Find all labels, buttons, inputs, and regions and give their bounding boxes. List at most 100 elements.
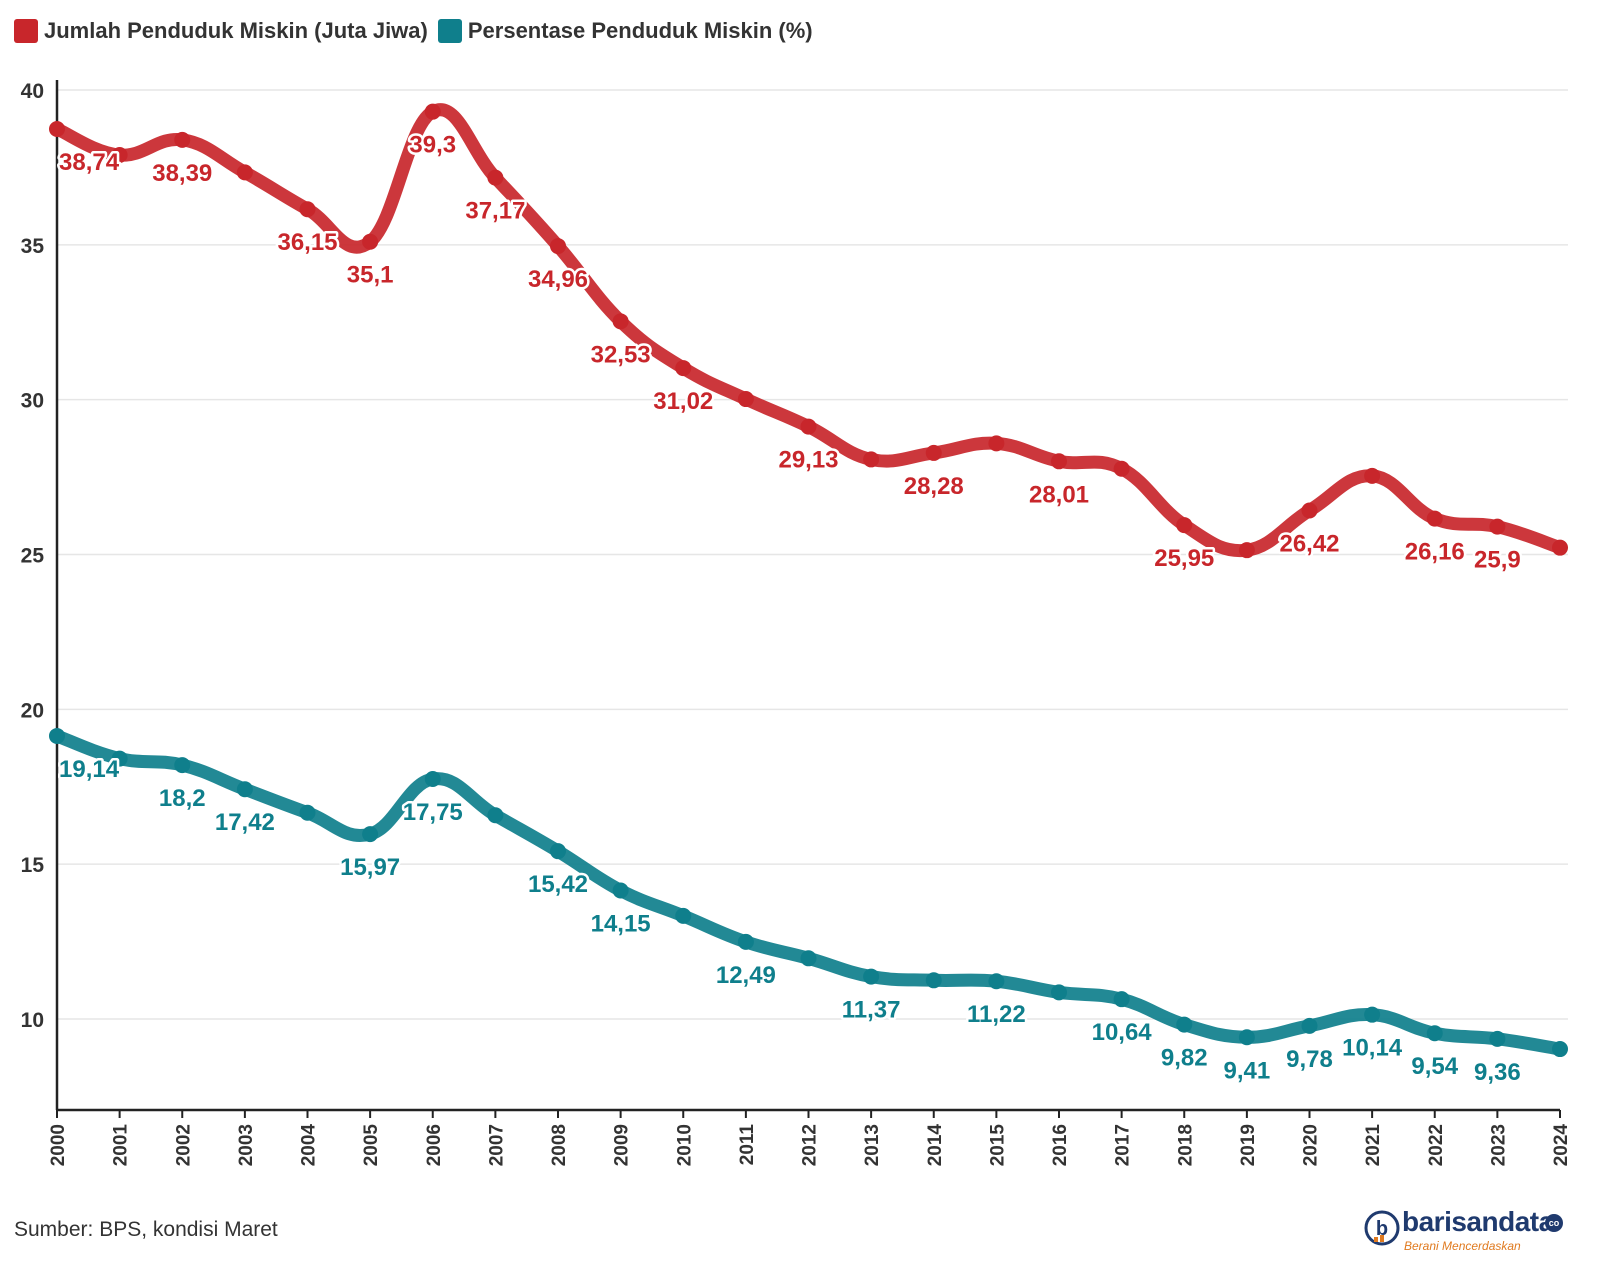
data-point-1-2003 — [236, 164, 253, 181]
legend-label-series2: Persentase Penduduk Miskin (%) — [467, 18, 813, 43]
data-point-2-2001 — [111, 750, 128, 767]
data-point-1-2000 — [49, 121, 65, 138]
data-label-2-2015: 11,22 — [967, 1001, 1026, 1028]
data-label-2-2020: 9,78 — [1286, 1046, 1333, 1073]
data-point-1-2002 — [174, 131, 191, 148]
data-label-1-2008: 34,96 — [528, 266, 588, 293]
x-tick-label-2019: 2019 — [1238, 1124, 1259, 1166]
data-point-1-2016 — [1051, 453, 1067, 470]
data-point-2-2016 — [1051, 984, 1067, 1001]
data-point-2-2020 — [1301, 1017, 1318, 1034]
data-label-2-2006: 17,75 — [403, 799, 463, 826]
legend-label-series1: Jumlah Penduduk Miskin (Juta Jiwa) — [44, 18, 428, 43]
data-point-2-2019 — [1238, 1029, 1255, 1046]
data-point-2-2008 — [550, 843, 566, 860]
data-point-1-2022 — [1426, 510, 1443, 527]
data-point-2-2017 — [1113, 991, 1130, 1008]
data-point-2-2004 — [299, 804, 316, 821]
x-tick-label-2005: 2005 — [361, 1124, 382, 1167]
data-point-1-2019 — [1238, 542, 1255, 559]
data-point-2-2024 — [1552, 1041, 1568, 1058]
data-label-2-2000: 19,14 — [59, 756, 120, 783]
svg-text:b: b — [1376, 1218, 1388, 1240]
data-label-2-2022: 9,54 — [1411, 1053, 1458, 1080]
data-point-2-2021 — [1364, 1006, 1381, 1023]
data-point-2-2007 — [487, 807, 504, 824]
logo-icon: b — [1364, 1210, 1400, 1246]
data-point-2-2012 — [800, 950, 817, 967]
data-label-2-2008: 15,42 — [528, 871, 588, 898]
x-tick-label-2006: 2006 — [424, 1124, 445, 1166]
x-tick-label-2008: 2008 — [549, 1124, 570, 1166]
legend-item-series2: Persentase Penduduk Miskin (%) — [437, 18, 813, 44]
y-tick-label-10: 10 — [21, 1009, 44, 1032]
data-point-1-2009 — [612, 313, 629, 330]
data-label-1-2018: 25,95 — [1154, 545, 1214, 572]
x-tick-label-2007: 2007 — [486, 1124, 507, 1166]
x-tick-label-2014: 2014 — [925, 1124, 946, 1167]
x-tick-label-2012: 2012 — [800, 1124, 821, 1166]
data-point-2-2018 — [1176, 1016, 1193, 1033]
x-tick-label-2010: 2010 — [674, 1124, 695, 1166]
data-label-1-2010: 31,02 — [653, 388, 713, 415]
x-tick-label-2002: 2002 — [173, 1124, 194, 1166]
data-label-1-2006: 39,3 — [409, 132, 456, 159]
data-label-2-2018: 9,82 — [1161, 1045, 1208, 1072]
data-label-2-2023: 9,36 — [1474, 1059, 1521, 1086]
x-tick-label-2016: 2016 — [1050, 1124, 1071, 1166]
data-point-2-2013 — [863, 968, 880, 985]
x-tick-label-2020: 2020 — [1301, 1124, 1322, 1166]
y-tick-label-15: 15 — [21, 854, 45, 877]
x-tick-label-2001: 2001 — [111, 1124, 132, 1167]
data-label-1-2020: 26,42 — [1279, 531, 1339, 558]
legend: Jumlah Penduduk Miskin (Juta Jiwa) Perse… — [14, 18, 823, 44]
data-point-1-2015 — [988, 435, 1005, 452]
data-label-1-2007: 37,17 — [465, 198, 525, 225]
y-tick-label-35: 35 — [21, 235, 45, 258]
data-point-1-2018 — [1176, 517, 1193, 534]
y-tick-label-20: 20 — [21, 699, 44, 722]
x-tick-label-2024: 2024 — [1551, 1124, 1572, 1167]
x-tick-label-2011: 2011 — [737, 1124, 758, 1166]
source-note: Sumber: BPS, kondisi Maret — [14, 1218, 278, 1241]
data-label-2-2013: 11,37 — [842, 997, 901, 1024]
data-point-1-2023 — [1489, 518, 1506, 535]
data-point-1-2006 — [424, 103, 441, 120]
data-point-2-2009 — [612, 882, 629, 899]
data-point-1-2004 — [299, 201, 316, 218]
data-point-1-2011 — [737, 391, 754, 408]
data-label-1-2023: 25,9 — [1474, 547, 1521, 574]
logo-name: barisandata — [1402, 1206, 1554, 1237]
legend-swatch-red — [14, 19, 38, 43]
data-point-2-2006 — [424, 771, 441, 788]
data-point-1-2007 — [487, 169, 504, 186]
data-point-2-2003 — [236, 781, 253, 798]
y-tick-label-40: 40 — [21, 80, 44, 103]
data-label-2-2017: 10,64 — [1092, 1019, 1153, 1046]
data-label-1-2004: 36,15 — [277, 229, 337, 256]
data-point-1-2012 — [800, 418, 817, 435]
legend-item-series1: Jumlah Penduduk Miskin (Juta Jiwa) — [14, 18, 428, 44]
data-label-1-2014: 28,28 — [904, 473, 964, 500]
series-line-1 — [50, 103, 1567, 558]
data-point-1-2017 — [1113, 460, 1130, 477]
data-point-2-2022 — [1426, 1025, 1443, 1042]
y-tick-label-30: 30 — [21, 390, 44, 413]
data-point-2-2023 — [1489, 1030, 1506, 1047]
data-point-1-2014 — [925, 444, 942, 461]
data-point-1-2020 — [1301, 502, 1318, 519]
data-label-2-2021: 10,14 — [1342, 1035, 1403, 1062]
logo-suffix: co — [1545, 1214, 1563, 1232]
legend-swatch-teal — [437, 19, 462, 43]
x-tick-label-2021: 2021 — [1363, 1124, 1384, 1167]
data-label-2-2003: 17,42 — [215, 809, 275, 836]
data-label-2-2019: 9,41 — [1224, 1057, 1271, 1084]
data-point-2-2011 — [737, 933, 754, 950]
data-label-2-2009: 14,15 — [591, 910, 651, 937]
x-tick-label-2015: 2015 — [987, 1124, 1008, 1167]
data-point-1-2013 — [863, 451, 880, 468]
data-label-2-2011: 12,49 — [716, 962, 776, 989]
data-label-1-2000: 38,74 — [59, 149, 120, 176]
data-point-1-2005 — [362, 233, 379, 250]
